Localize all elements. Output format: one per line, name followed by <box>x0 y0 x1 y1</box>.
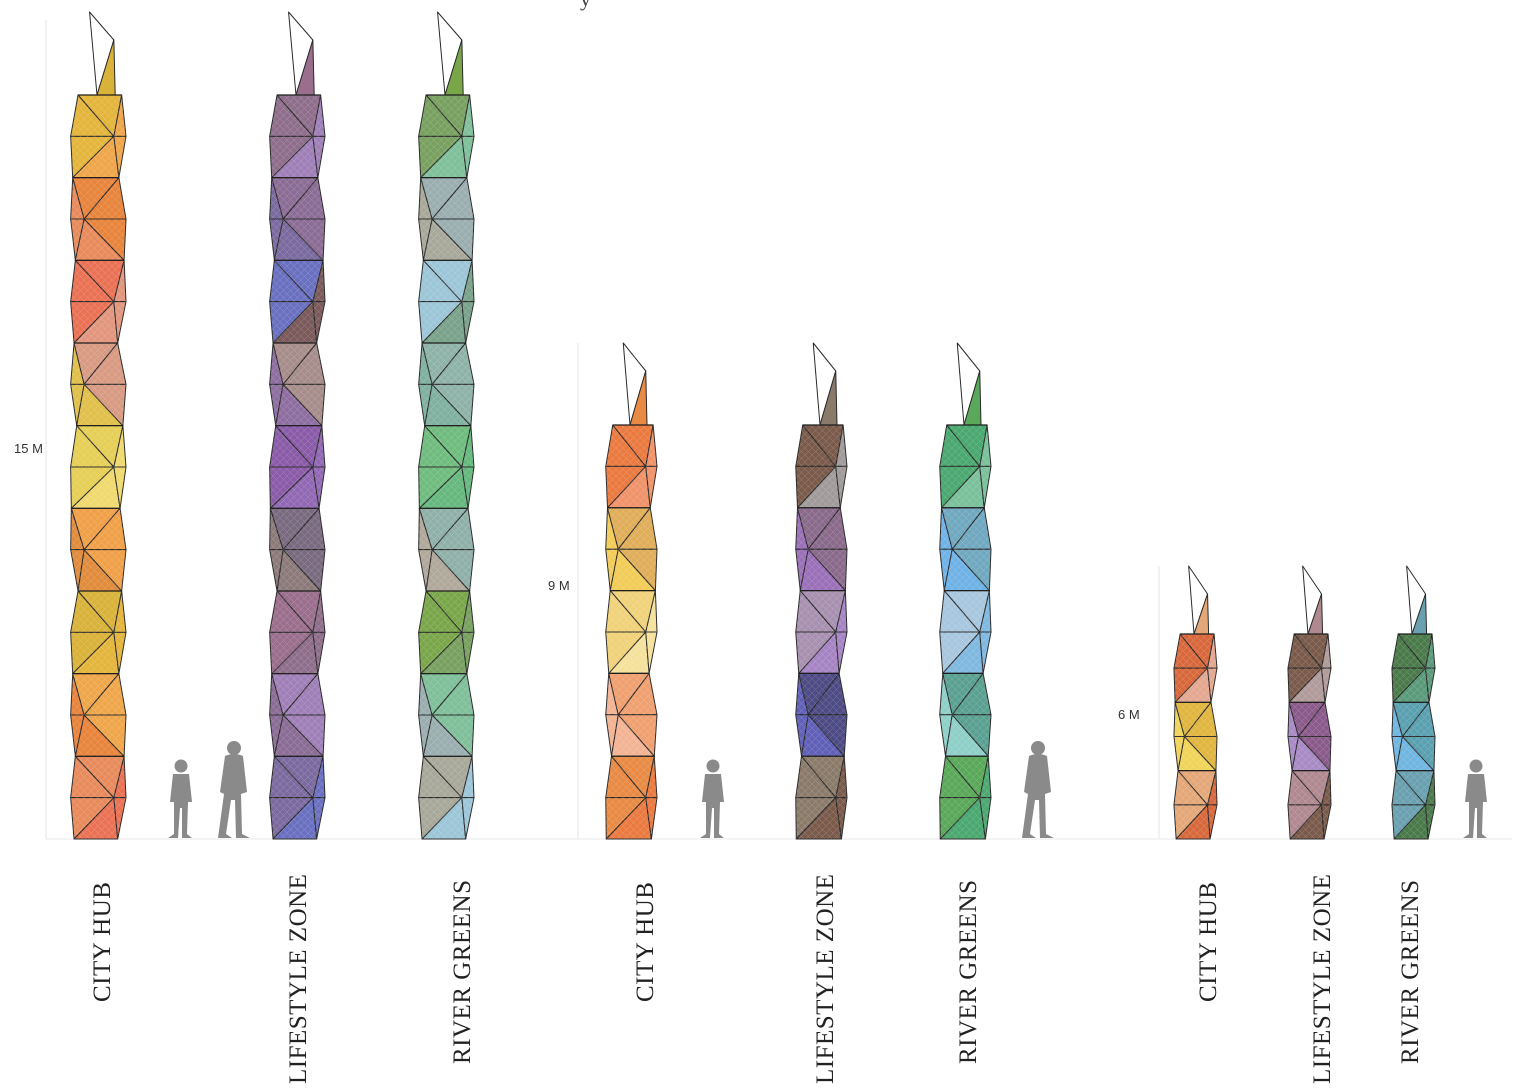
tower-mesh-overlay <box>269 177 325 261</box>
tower-label-15m-river-greens: RIVER GREENS <box>449 880 476 1064</box>
tower-mesh-overlay <box>795 425 847 508</box>
tower-mesh-overlay <box>1391 770 1435 839</box>
tower-mesh-overlay <box>418 343 474 426</box>
tower-mesh-overlay <box>939 590 991 674</box>
tower-mesh-overlay <box>795 507 847 591</box>
tower-label-9m-lifestyle-zone: LIFESTYLE ZONE <box>812 874 839 1084</box>
tower-mesh-overlay <box>269 508 325 591</box>
person-figure-icon <box>168 759 192 838</box>
height-label-9m: 9 M <box>548 578 570 593</box>
tower-mesh-overlay <box>1391 702 1435 771</box>
tower-mesh-overlay <box>795 590 847 674</box>
tower-9m-river-greens <box>939 342 992 840</box>
tower-mesh-overlay <box>70 508 126 591</box>
tower-mesh-overlay <box>70 260 126 343</box>
tower-label-9m-river-greens: RIVER GREENS <box>955 880 982 1064</box>
tower-mesh-overlay <box>605 673 657 757</box>
person-figure-icon <box>1463 759 1487 838</box>
top-cropped-text: y <box>580 0 591 11</box>
tower-mesh-overlay <box>795 756 847 839</box>
height-label-15m: 15 M <box>14 441 43 456</box>
tower-mesh-overlay <box>70 591 126 674</box>
tower-mesh-overlay <box>1173 702 1217 771</box>
person-figure-icon <box>1022 741 1054 838</box>
tower-6m-city-hub <box>1173 565 1218 840</box>
tower-mesh-overlay <box>418 673 474 757</box>
tower-mesh-overlay <box>795 673 847 757</box>
tower-mesh-overlay <box>939 756 991 839</box>
tower-15m-river-greens <box>418 11 475 840</box>
tower-mesh-overlay <box>70 425 126 509</box>
tower-label-15m-lifestyle-zone: LIFESTYLE ZONE <box>285 874 312 1084</box>
tower-6m-river-greens <box>1391 565 1436 840</box>
tower-mesh-overlay <box>70 343 126 426</box>
tower-mesh-overlay <box>70 673 126 757</box>
tower-mesh-overlay <box>269 673 325 757</box>
person-figure-icon <box>700 759 724 838</box>
tower-mesh-overlay <box>1287 702 1331 771</box>
tower-mesh-overlay <box>418 425 474 509</box>
tower-mesh-overlay <box>939 425 991 508</box>
tower-mesh-overlay <box>70 756 126 839</box>
tower-9m-city-hub <box>605 342 658 840</box>
tower-mesh-overlay <box>1173 634 1217 703</box>
tower-mesh-overlay <box>939 673 991 757</box>
tower-mesh-overlay <box>269 260 325 343</box>
tower-mesh-overlay <box>418 508 474 591</box>
tower-mesh-overlay <box>605 590 657 674</box>
tower-15m-lifestyle-zone <box>269 11 326 840</box>
tower-mesh-overlay <box>605 425 657 508</box>
tower-mesh-overlay <box>70 95 126 178</box>
tower-mesh-overlay <box>418 177 474 261</box>
tower-mesh-overlay <box>418 95 474 178</box>
height-label-6m: 6 M <box>1118 707 1140 722</box>
tower-mesh-overlay <box>269 756 325 839</box>
tower-mesh-overlay <box>1391 634 1435 703</box>
tower-mesh-overlay <box>605 507 657 591</box>
person-figure-icon <box>218 741 250 838</box>
tower-mesh-overlay <box>418 591 474 674</box>
tower-mesh-overlay <box>269 425 325 509</box>
tower-label-6m-river-greens: RIVER GREENS <box>1397 880 1424 1064</box>
tower-mesh-overlay <box>269 95 325 178</box>
tower-label-15m-city-hub: CITY HUB <box>89 882 116 1002</box>
tower-mesh-overlay <box>1287 634 1331 703</box>
tower-mesh-overlay <box>418 756 474 839</box>
tower-6m-lifestyle-zone <box>1287 565 1332 840</box>
tower-label-9m-city-hub: CITY HUB <box>632 882 659 1002</box>
tower-label-6m-lifestyle-zone: LIFESTYLE ZONE <box>1309 874 1336 1084</box>
tower-mesh-overlay <box>605 756 657 839</box>
tower-mesh-overlay <box>418 260 474 343</box>
tower-label-6m-city-hub: CITY HUB <box>1195 882 1222 1002</box>
tower-mesh-overlay <box>269 591 325 674</box>
tower-9m-lifestyle-zone <box>795 342 848 840</box>
tower-mesh-overlay <box>939 507 991 591</box>
tower-mesh-overlay <box>1173 770 1217 839</box>
tower-mesh-overlay <box>269 343 325 426</box>
tower-15m-city-hub <box>70 11 127 840</box>
tower-mesh-overlay <box>1287 770 1331 839</box>
tower-mesh-overlay <box>70 177 126 261</box>
